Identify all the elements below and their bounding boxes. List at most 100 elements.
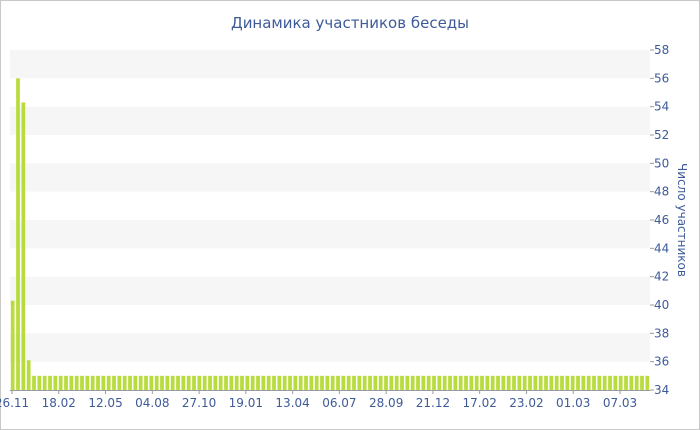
x-tick-label: 19.01 [229, 396, 263, 410]
bar [176, 375, 180, 390]
y-tick-label: 50 [654, 156, 669, 170]
x-tick-label: 12.05 [88, 396, 122, 410]
bar [549, 375, 554, 390]
bar [400, 375, 404, 390]
bar [261, 375, 266, 390]
bar [336, 375, 340, 390]
bar [42, 375, 47, 390]
bar [490, 375, 495, 390]
bar [208, 375, 212, 390]
bar [314, 375, 319, 390]
bar [133, 375, 138, 390]
y-tick-label: 58 [654, 43, 669, 57]
bar [426, 375, 431, 390]
bar [325, 375, 330, 390]
bar [437, 375, 442, 390]
bar [506, 375, 511, 390]
bar [560, 375, 564, 390]
bar [197, 375, 202, 390]
bar [640, 375, 644, 390]
bar [458, 375, 463, 390]
bar [389, 375, 394, 390]
x-tick-label: 26.11 [0, 396, 29, 410]
bar [138, 375, 143, 390]
x-tick-label: 23.02 [509, 396, 543, 410]
y-tick-label: 40 [654, 298, 669, 312]
bar [597, 375, 602, 390]
bar [96, 375, 100, 390]
bar [64, 375, 68, 390]
bar [405, 375, 410, 390]
bar [21, 102, 26, 391]
bar [144, 375, 148, 390]
bar [74, 375, 79, 390]
bar [384, 375, 388, 390]
bar [128, 375, 132, 390]
bar [186, 375, 191, 390]
bar [277, 375, 282, 390]
bar [229, 375, 234, 390]
bar [421, 375, 426, 390]
bar [80, 375, 84, 390]
bar [533, 375, 538, 390]
bar [272, 375, 276, 390]
bar [309, 375, 314, 390]
bar [288, 375, 292, 390]
bar [517, 375, 522, 390]
y-tick-label: 46 [654, 213, 669, 227]
bar [218, 375, 223, 390]
y-tick-label: 52 [654, 128, 669, 142]
bar [69, 375, 74, 390]
bar [106, 375, 111, 390]
x-tick-label: 21.12 [416, 396, 450, 410]
bar [53, 375, 58, 390]
bar [245, 375, 250, 390]
bar [16, 78, 20, 390]
bar [634, 375, 639, 390]
bar [378, 375, 383, 390]
bar [416, 375, 420, 390]
bar [32, 375, 36, 390]
bar [368, 375, 372, 390]
bar [528, 375, 532, 390]
bar [544, 375, 548, 390]
bar [480, 375, 484, 390]
bar [373, 375, 378, 390]
bar [618, 375, 623, 390]
bar [26, 360, 31, 390]
bar [538, 375, 543, 390]
bar [293, 375, 298, 390]
bar [266, 375, 271, 390]
bar [602, 375, 607, 390]
y-tick-label: 48 [654, 185, 669, 199]
bar [629, 375, 634, 390]
x-tick-label: 17.02 [463, 396, 497, 410]
y-tick-label: 56 [654, 71, 669, 85]
grid-band [10, 276, 650, 305]
bar [58, 375, 63, 390]
grid-band [10, 220, 650, 249]
bar [250, 375, 255, 390]
bar [474, 375, 479, 390]
grid-band [10, 333, 650, 362]
grid-band [10, 163, 650, 192]
bar [554, 375, 559, 390]
bar [581, 375, 586, 390]
bar [448, 375, 452, 390]
bar [624, 375, 628, 390]
bar [586, 375, 591, 390]
bar [394, 375, 399, 390]
bar [576, 375, 580, 390]
grid-band [10, 106, 650, 135]
bar [570, 375, 575, 390]
bar [112, 375, 116, 390]
bar [192, 375, 196, 390]
x-tick-label: 28.09 [369, 396, 403, 410]
bar [165, 375, 170, 390]
bar [496, 375, 500, 390]
x-tick-label: 13.04 [275, 396, 309, 410]
x-tick-label: 07.03 [603, 396, 637, 410]
bar [522, 375, 527, 390]
bar [149, 375, 154, 390]
